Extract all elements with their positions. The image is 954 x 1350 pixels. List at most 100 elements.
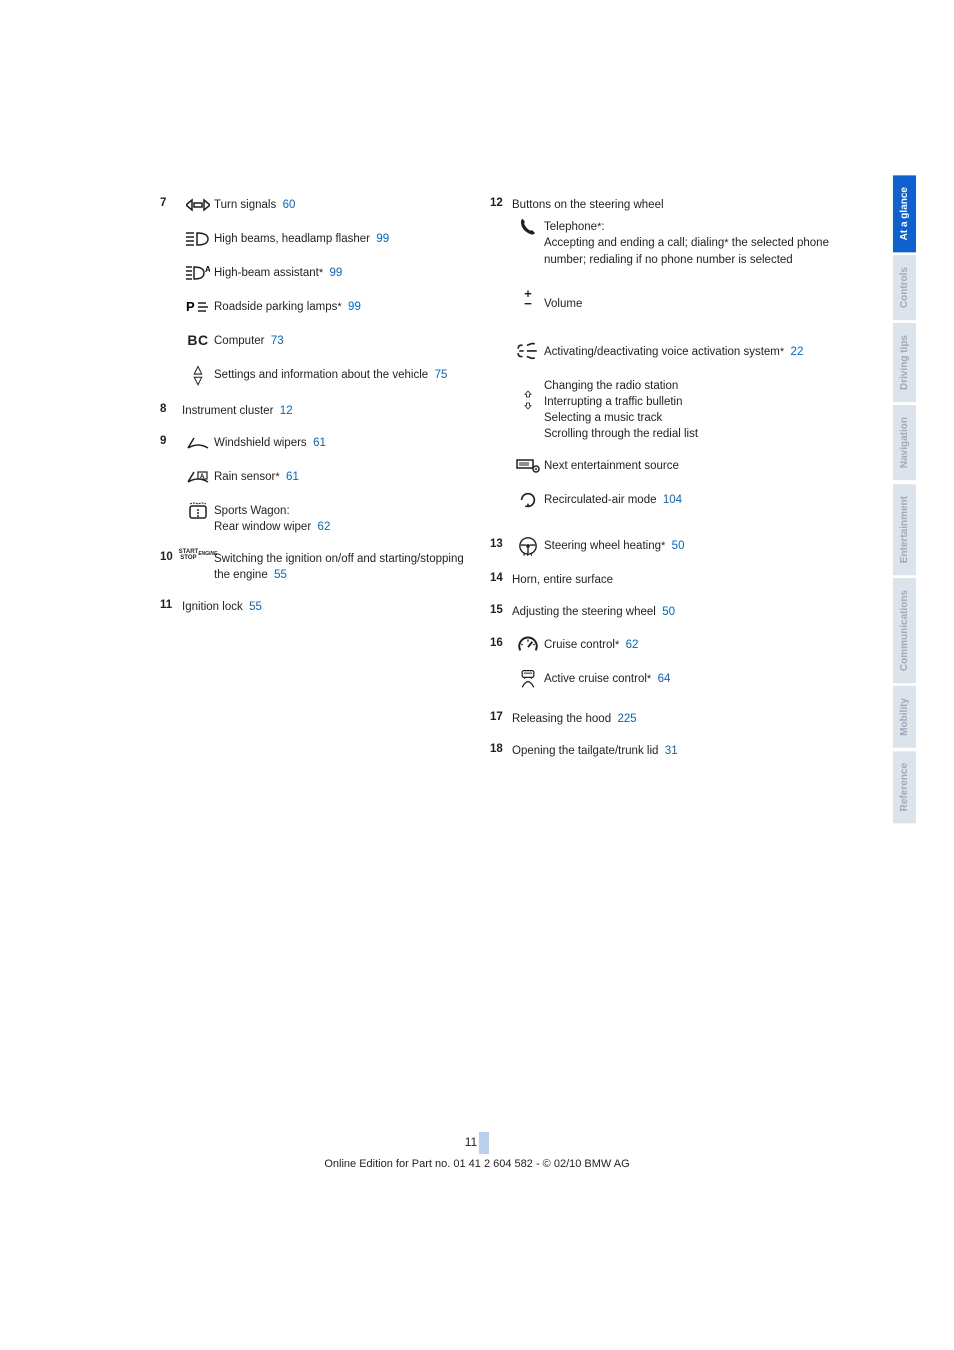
cruise-icon bbox=[512, 635, 544, 655]
page-ref[interactable]: 99 bbox=[376, 233, 389, 245]
item-text: Windshield wipers 61 bbox=[214, 433, 470, 451]
high-beams-icon bbox=[182, 229, 214, 249]
left-column: 7 Turn signals 60 High beams, headlamp f… bbox=[160, 195, 470, 773]
item-13: 13 Steering wheel heating* 50 bbox=[490, 536, 840, 556]
recirc-icon bbox=[512, 490, 544, 510]
item-17: 17 Releasing the hood 225 bbox=[490, 709, 840, 727]
tab-controls[interactable]: Controls bbox=[893, 255, 916, 320]
optional-marker: * bbox=[647, 673, 651, 685]
item-text: Opening the tailgate/trunk lid 31 bbox=[512, 741, 840, 759]
item-number: 9 bbox=[160, 433, 182, 449]
item-number: 7 bbox=[160, 195, 182, 211]
item-text: High beams, headlamp flasher 99 bbox=[214, 229, 470, 247]
page-ref[interactable]: 31 bbox=[665, 745, 678, 757]
svg-text:A: A bbox=[200, 474, 205, 480]
item-text: Active cruise control* 64 bbox=[544, 669, 840, 687]
item-12-voice: Activating/deactivating voice activation… bbox=[490, 342, 840, 362]
item-number: 15 bbox=[490, 602, 512, 618]
page-ref[interactable]: 225 bbox=[618, 713, 637, 725]
rear-wiper-icon bbox=[182, 501, 214, 521]
item-number: 17 bbox=[490, 709, 512, 725]
page-ref[interactable]: 62 bbox=[626, 639, 639, 651]
page-ref[interactable]: 50 bbox=[672, 540, 685, 552]
optional-marker: * bbox=[319, 267, 323, 279]
item-7-computer: BC Computer 73 bbox=[160, 331, 470, 351]
item-8: 8 Instrument cluster 12 bbox=[160, 401, 470, 419]
item-16-active-cruise: Active cruise control* 64 bbox=[490, 669, 840, 689]
item-7-turn-signals: 7 Turn signals 60 bbox=[160, 195, 470, 215]
item-12-recirc: Recirculated-air mode 104 bbox=[490, 490, 840, 510]
tab-driving-tips[interactable]: Driving tips bbox=[893, 323, 916, 402]
item-text: Telephone*:Accepting and ending a call; … bbox=[544, 217, 840, 268]
parking-lamps-icon: P bbox=[182, 297, 214, 317]
page-ref[interactable]: 73 bbox=[271, 335, 284, 347]
start-stop-icon: STARTSTOPENGINE bbox=[182, 549, 214, 561]
page-ref[interactable]: 12 bbox=[280, 405, 293, 417]
page-ref[interactable]: 61 bbox=[286, 471, 299, 483]
item-number: 14 bbox=[490, 570, 512, 586]
item-text: Adjusting the steering wheel 50 bbox=[512, 602, 840, 620]
content-area: 7 Turn signals 60 High beams, headlamp f… bbox=[160, 195, 840, 773]
high-beam-assist-icon: A bbox=[182, 263, 214, 283]
tab-mobility[interactable]: Mobility bbox=[893, 686, 916, 748]
item-text: Recirculated-air mode 104 bbox=[544, 490, 840, 508]
item-12-entertainment: Next entertainment source bbox=[490, 456, 840, 476]
page-ref[interactable]: 50 bbox=[662, 606, 675, 618]
item-text: Ignition lock 55 bbox=[182, 597, 470, 615]
volume-icon bbox=[512, 282, 544, 316]
page-ref[interactable]: 99 bbox=[348, 301, 361, 313]
item-11: 11 Ignition lock 55 bbox=[160, 597, 470, 615]
optional-marker: * bbox=[275, 471, 279, 483]
bc-icon: BC bbox=[182, 331, 214, 351]
item-10: 10 STARTSTOPENGINE Switching the ignitio… bbox=[160, 549, 470, 583]
page-ref[interactable]: 55 bbox=[274, 569, 287, 581]
item-16-cruise: 16 Cruise control* 62 bbox=[490, 635, 840, 655]
item-text: Roadside parking lamps* 99 bbox=[214, 297, 470, 315]
page-ref[interactable]: 64 bbox=[658, 673, 671, 685]
tab-entertainment[interactable]: Entertainment bbox=[893, 484, 916, 575]
item-text: Turn signals 60 bbox=[214, 195, 470, 213]
tab-communications[interactable]: Communications bbox=[893, 578, 916, 683]
item-18: 18 Opening the tailgate/trunk lid 31 bbox=[490, 741, 840, 759]
wheel-heating-icon bbox=[512, 536, 544, 556]
page-ref[interactable]: 62 bbox=[318, 521, 331, 533]
page-ref[interactable]: 61 bbox=[313, 437, 326, 449]
item-text: Next entertainment source bbox=[544, 456, 840, 474]
page-ref[interactable]: 104 bbox=[663, 494, 682, 506]
item-number: 13 bbox=[490, 536, 512, 552]
item-text: Instrument cluster 12 bbox=[182, 401, 470, 419]
item-text: Changing the radio station Interrupting … bbox=[544, 376, 840, 442]
item-7-high-beam-assist: A High-beam assistant* 99 bbox=[160, 263, 470, 283]
item-text: Cruise control* 62 bbox=[544, 635, 840, 653]
item-text: Switching the ignition on/off and starti… bbox=[214, 549, 470, 583]
item-text: High-beam assistant* 99 bbox=[214, 263, 470, 281]
page-ref[interactable]: 99 bbox=[330, 267, 343, 279]
tab-at-a-glance[interactable]: At a glance bbox=[893, 175, 916, 252]
item-7-high-beams: High beams, headlamp flasher 99 bbox=[160, 229, 470, 249]
item-12-telephone: Telephone*:Accepting and ending a call; … bbox=[490, 217, 840, 268]
item-12-volume: Volume bbox=[490, 282, 840, 316]
item-12-heading: 12 Buttons on the steering wheel bbox=[490, 195, 840, 213]
page-ref[interactable]: 60 bbox=[283, 199, 296, 211]
item-7-parking-lamps: P Roadside parking lamps* 99 bbox=[160, 297, 470, 317]
item-text: Buttons on the steering wheel bbox=[512, 195, 840, 213]
page-ref[interactable]: 75 bbox=[435, 369, 448, 381]
settings-triangles-icon: △▽ bbox=[182, 365, 214, 387]
item-text: Steering wheel heating* 50 bbox=[544, 536, 840, 554]
voice-icon bbox=[512, 342, 544, 362]
optional-marker: * bbox=[337, 301, 341, 313]
item-text: Computer 73 bbox=[214, 331, 470, 349]
item-number: 12 bbox=[490, 195, 512, 211]
page-ref[interactable]: 55 bbox=[249, 601, 262, 613]
item-text: Settings and information about the vehic… bbox=[214, 365, 470, 383]
item-text: Activating/deactivating voice activation… bbox=[544, 342, 840, 360]
item-text: Horn, entire surface bbox=[512, 570, 840, 588]
item-number: 18 bbox=[490, 741, 512, 757]
page-ref[interactable]: 22 bbox=[791, 346, 804, 358]
item-14: 14 Horn, entire surface bbox=[490, 570, 840, 588]
rain-sensor-icon: A bbox=[182, 467, 214, 487]
item-number: 16 bbox=[490, 635, 512, 651]
tab-navigation[interactable]: Navigation bbox=[893, 405, 916, 480]
tab-reference[interactable]: Reference bbox=[893, 751, 916, 823]
svg-text:P: P bbox=[186, 299, 195, 314]
